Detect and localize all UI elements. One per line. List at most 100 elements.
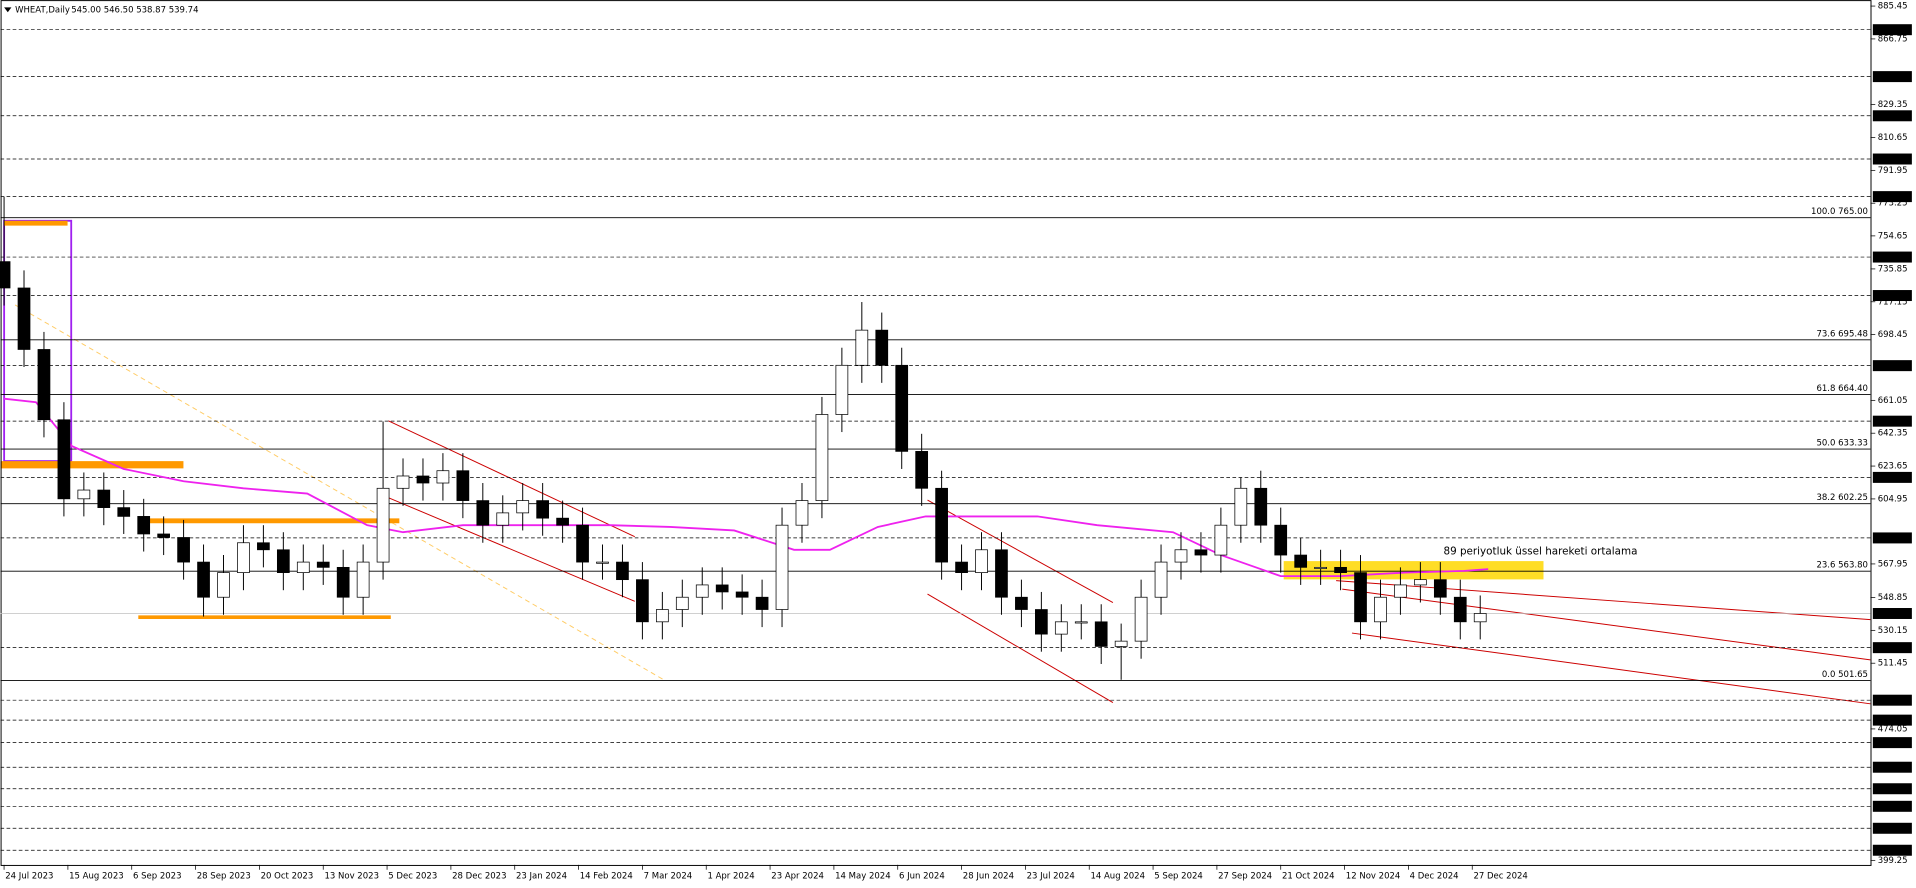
candle-body — [396, 475, 410, 489]
level-label: 417.50 — [1875, 824, 1905, 834]
candle-body — [416, 475, 430, 484]
x-tick-label: 6 Sep 2023 — [133, 871, 182, 881]
x-tick-label: 12 Nov 2024 — [1346, 871, 1401, 881]
candle-body — [1453, 596, 1467, 623]
y-tick-label: 791.95 — [1878, 166, 1908, 176]
x-tick-label: 23 Jan 2024 — [516, 871, 567, 881]
candle-body — [875, 329, 889, 366]
level-label-box — [1872, 110, 1912, 122]
level-label: 479.05 — [1875, 716, 1905, 726]
x-tick-label: 24 Jul 2023 — [5, 871, 53, 881]
candle-body — [117, 507, 131, 517]
x-tick-label: 27 Sep 2024 — [1218, 871, 1272, 881]
quote: 545.00 546.50 538.87 539.74 — [71, 5, 198, 15]
level-label-box — [1872, 471, 1912, 483]
ema-line — [3, 397, 1489, 578]
level-label-box — [1872, 822, 1912, 834]
candle-body — [1114, 640, 1128, 647]
level-label-box — [1872, 642, 1912, 654]
level-label: 617.20 — [1875, 473, 1905, 483]
candle-body — [1194, 549, 1208, 556]
x-tick-label: 14 May 2024 — [835, 871, 891, 881]
level-label-box — [1872, 415, 1912, 427]
candle-body — [1294, 554, 1308, 568]
candle-body — [1274, 524, 1288, 556]
chart-title: WHEAT,Daily — [15, 5, 70, 15]
candle-body — [675, 596, 689, 610]
x-tick-label: 28 Sep 2023 — [197, 871, 251, 881]
y-tick-label: 866.75 — [1878, 34, 1908, 44]
candle-body — [1234, 487, 1248, 526]
level-label: 430.00 — [1875, 802, 1905, 812]
level-label: 649.20 — [1875, 417, 1905, 427]
candle-body — [695, 584, 709, 598]
level-label-box — [1872, 24, 1912, 36]
level-label: 720.70 — [1875, 291, 1905, 301]
y-tick-label: 829.35 — [1878, 100, 1908, 110]
x-tick-label: 20 Oct 2023 — [261, 871, 314, 881]
x-tick-label: 7 Mar 2024 — [644, 871, 693, 881]
x-tick-label: 4 Dec 2024 — [1410, 871, 1459, 881]
level-label: 440.00 — [1875, 784, 1905, 794]
level-label-box — [1872, 844, 1912, 856]
level-label-box — [1872, 714, 1912, 726]
candle-body — [1394, 584, 1407, 598]
current-price-label: 539.74 — [1875, 609, 1905, 619]
candle-body — [237, 542, 250, 573]
candle-body — [1074, 621, 1088, 624]
candle-body — [815, 414, 829, 501]
x-tick-label: 28 Jun 2024 — [963, 871, 1014, 881]
level-label: 798.40 — [1875, 155, 1905, 165]
fib-label: 38.2 602.25 — [1816, 493, 1867, 503]
y-tick-label: 511.45 — [1878, 659, 1908, 669]
fib-label: 61.8 664.40 — [1816, 384, 1867, 394]
candle-body — [536, 500, 550, 519]
candle-body — [795, 500, 809, 526]
y-tick-label: 661.05 — [1878, 396, 1908, 406]
candle-body — [1314, 566, 1327, 569]
candle-body — [37, 349, 51, 421]
candle-body — [855, 329, 869, 366]
candle-body — [257, 542, 270, 551]
menu-arrow[interactable] — [4, 7, 12, 13]
candle-body — [1334, 566, 1347, 573]
candle-body — [316, 561, 330, 568]
x-tick-label: 5 Dec 2023 — [388, 871, 437, 881]
y-tick-label: 810.65 — [1878, 133, 1908, 143]
channel-line — [388, 497, 635, 602]
candle-body — [1254, 487, 1268, 526]
y-tick-label: 885.45 — [1878, 2, 1908, 12]
y-tick-label: 717.15 — [1878, 297, 1908, 307]
x-tick-label: 23 Jul 2024 — [1027, 871, 1075, 881]
level-label-box — [1872, 191, 1912, 203]
x-tick-label: 5 Sep 2024 — [1154, 871, 1203, 881]
level-label-box — [1872, 251, 1912, 263]
fib-label: 73.6 695.48 — [1816, 329, 1867, 339]
level-label: 490.40 — [1875, 696, 1905, 706]
y-tick-label: 604.95 — [1878, 494, 1908, 504]
x-tick-label: 28 Dec 2023 — [452, 871, 506, 881]
x-tick-label: 13 Nov 2023 — [324, 871, 379, 881]
level-label-box — [1872, 783, 1912, 795]
level-label-box — [1872, 761, 1912, 773]
channel-line — [927, 593, 1114, 704]
candle-body — [995, 549, 1008, 598]
candle-body — [835, 364, 849, 415]
y-tick-label: 698.45 — [1878, 330, 1908, 340]
trend-line — [14, 304, 666, 682]
drawn-objects — [0, 219, 1871, 705]
y-tick-label: 773.25 — [1878, 199, 1908, 209]
candle-body — [1473, 613, 1487, 623]
level-label-box — [1872, 153, 1912, 165]
y-tick-label: 530.15 — [1878, 626, 1908, 636]
level-label: 405.00 — [1875, 846, 1905, 856]
candle-body — [276, 549, 290, 573]
y-tick-label: 642.35 — [1878, 429, 1908, 439]
candle-body — [895, 364, 909, 452]
channel-line — [388, 420, 635, 538]
candle-body — [755, 596, 769, 610]
candle-body — [655, 609, 669, 623]
candle-body — [636, 579, 649, 623]
